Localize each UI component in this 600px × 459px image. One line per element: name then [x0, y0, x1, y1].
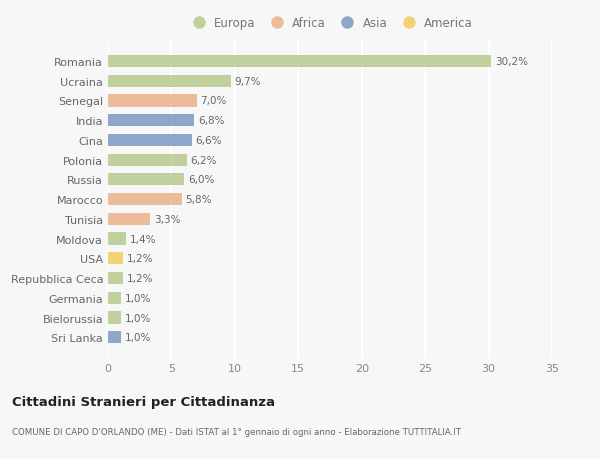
- Text: 1,4%: 1,4%: [130, 234, 156, 244]
- Text: 1,0%: 1,0%: [124, 313, 151, 323]
- Bar: [108, 56, 491, 68]
- Bar: [108, 95, 197, 107]
- Bar: [108, 213, 150, 225]
- Bar: [108, 331, 121, 344]
- Bar: [108, 134, 192, 147]
- Bar: [108, 292, 121, 304]
- Bar: [108, 75, 231, 88]
- Legend: Europa, Africa, Asia, America: Europa, Africa, Asia, America: [182, 12, 478, 35]
- Bar: [108, 233, 126, 245]
- Bar: [108, 194, 182, 206]
- Text: 3,3%: 3,3%: [154, 214, 180, 224]
- Text: 1,2%: 1,2%: [127, 274, 154, 283]
- Text: 1,0%: 1,0%: [124, 332, 151, 342]
- Bar: [108, 154, 187, 166]
- Bar: [108, 252, 123, 265]
- Text: 6,0%: 6,0%: [188, 175, 214, 185]
- Text: 7,0%: 7,0%: [200, 96, 227, 106]
- Bar: [108, 312, 121, 324]
- Text: 6,8%: 6,8%: [198, 116, 224, 126]
- Bar: [108, 272, 123, 285]
- Text: 30,2%: 30,2%: [495, 57, 528, 67]
- Bar: [108, 174, 184, 186]
- Text: 6,2%: 6,2%: [190, 155, 217, 165]
- Text: 6,6%: 6,6%: [196, 135, 222, 146]
- Text: 1,2%: 1,2%: [127, 254, 154, 264]
- Bar: [108, 115, 194, 127]
- Text: Cittadini Stranieri per Cittadinanza: Cittadini Stranieri per Cittadinanza: [12, 395, 275, 408]
- Text: COMUNE DI CAPO D'ORLANDO (ME) - Dati ISTAT al 1° gennaio di ogni anno - Elaboraz: COMUNE DI CAPO D'ORLANDO (ME) - Dati IST…: [12, 427, 461, 436]
- Text: 9,7%: 9,7%: [235, 77, 262, 86]
- Text: 1,0%: 1,0%: [124, 293, 151, 303]
- Text: 5,8%: 5,8%: [185, 195, 212, 205]
